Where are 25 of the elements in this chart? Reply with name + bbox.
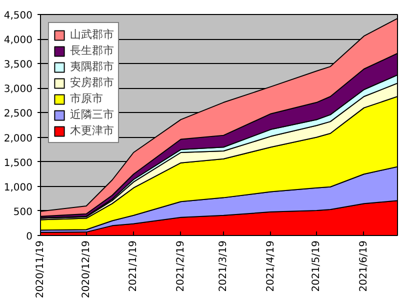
x-tick-label: 2021/5/19 (311, 240, 322, 292)
legend-label: 木更津市 (70, 123, 114, 138)
x-tick-label: 2021/1/19 (128, 240, 140, 292)
y-tick-label: 4,500 (4, 10, 33, 22)
x-tick-label: 2021/3/19 (218, 240, 230, 292)
x-tick-label: 2021/6/19 (358, 240, 370, 292)
x-tick-label: 2020/12/19 (80, 240, 92, 298)
x-tick-label: 2020/11/19 (35, 240, 46, 298)
y-tick-label: 3,500 (4, 60, 33, 71)
y-tick-label: 3,000 (4, 84, 33, 96)
y-tick-label: 500 (13, 206, 33, 218)
legend-label: 市原市 (70, 91, 103, 106)
y-tick-label: 2,500 (4, 108, 33, 120)
legend-label: 安房郡市 (70, 75, 114, 90)
legend-label: 長生郡市 (70, 43, 114, 58)
y-tick-label: 2,000 (4, 133, 33, 144)
y-tick-label: 1,000 (4, 182, 33, 194)
x-tick-label: 2021/2/19 (175, 240, 186, 292)
legend-label: 山武郡市 (70, 27, 114, 42)
legend-label: 近隣三市 (70, 107, 114, 122)
legend-label: 夷隅郡市 (70, 59, 114, 74)
x-tick-label: 2021/4/19 (265, 240, 276, 292)
y-tick-label: 0 (26, 232, 33, 242)
y-tick-label: 1,500 (4, 158, 33, 169)
y-tick-label: 4,000 (4, 35, 33, 46)
